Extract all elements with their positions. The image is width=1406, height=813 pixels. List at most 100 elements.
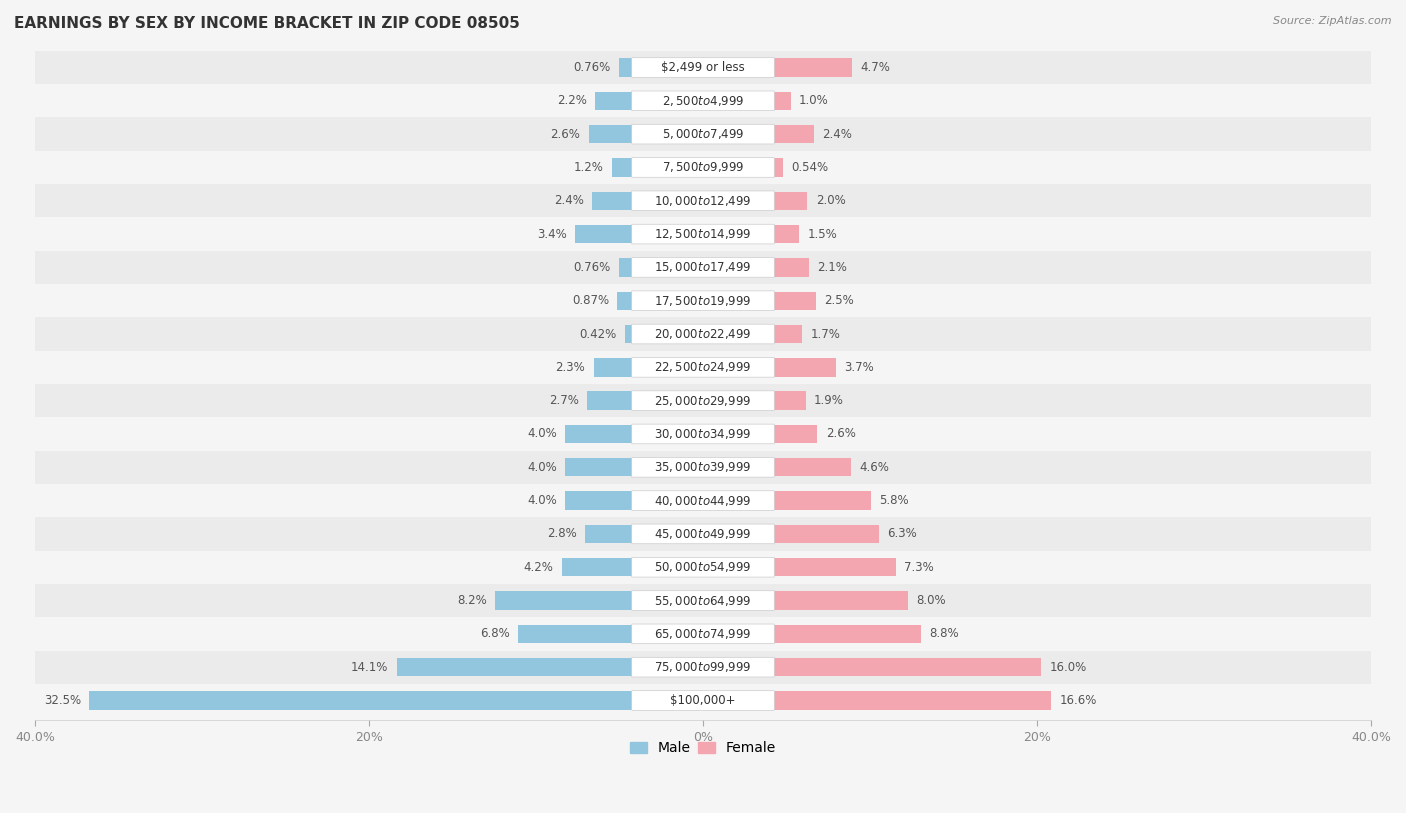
Text: 4.6%: 4.6% xyxy=(859,461,889,474)
Bar xyxy=(617,292,633,310)
Text: 4.0%: 4.0% xyxy=(527,428,557,441)
Text: 14.1%: 14.1% xyxy=(352,661,388,674)
Text: 2.4%: 2.4% xyxy=(823,128,852,141)
Text: $2,499 or less: $2,499 or less xyxy=(661,61,745,74)
Text: 2.1%: 2.1% xyxy=(817,261,848,274)
Text: 2.6%: 2.6% xyxy=(825,428,856,441)
FancyBboxPatch shape xyxy=(631,124,775,144)
Bar xyxy=(595,92,633,110)
Bar xyxy=(562,558,633,576)
FancyBboxPatch shape xyxy=(631,424,775,444)
Text: 0.54%: 0.54% xyxy=(792,161,828,174)
Text: $25,000 to $29,999: $25,000 to $29,999 xyxy=(654,393,752,407)
Bar xyxy=(773,658,1042,676)
Text: $30,000 to $34,999: $30,000 to $34,999 xyxy=(654,427,752,441)
Bar xyxy=(773,458,851,476)
Text: 0.76%: 0.76% xyxy=(574,61,612,74)
Bar xyxy=(773,359,835,376)
Text: 1.9%: 1.9% xyxy=(814,394,844,407)
FancyBboxPatch shape xyxy=(631,491,775,511)
Text: 8.0%: 8.0% xyxy=(915,594,946,607)
FancyBboxPatch shape xyxy=(631,691,775,711)
FancyBboxPatch shape xyxy=(631,91,775,111)
Bar xyxy=(773,392,806,410)
Bar xyxy=(773,624,921,643)
Bar xyxy=(773,159,783,176)
FancyBboxPatch shape xyxy=(631,224,775,244)
Bar xyxy=(396,658,633,676)
Bar xyxy=(773,225,799,243)
Bar xyxy=(35,217,1371,250)
Bar xyxy=(35,650,1371,684)
Bar xyxy=(89,691,633,710)
Bar xyxy=(35,550,1371,584)
Bar xyxy=(35,284,1371,317)
Text: 1.2%: 1.2% xyxy=(574,161,603,174)
Bar xyxy=(626,325,633,343)
Text: 8.8%: 8.8% xyxy=(929,628,959,641)
Text: 6.8%: 6.8% xyxy=(481,628,510,641)
Text: $10,000 to $12,499: $10,000 to $12,499 xyxy=(654,193,752,208)
Bar xyxy=(592,192,633,210)
Text: 1.0%: 1.0% xyxy=(799,94,828,107)
Bar xyxy=(35,584,1371,617)
Bar xyxy=(773,125,814,143)
FancyBboxPatch shape xyxy=(631,358,775,377)
Text: 4.0%: 4.0% xyxy=(527,494,557,507)
Bar xyxy=(35,484,1371,517)
Bar xyxy=(773,558,896,576)
Bar xyxy=(586,392,633,410)
Text: $45,000 to $49,999: $45,000 to $49,999 xyxy=(654,527,752,541)
FancyBboxPatch shape xyxy=(631,324,775,344)
Text: 0.76%: 0.76% xyxy=(574,261,612,274)
FancyBboxPatch shape xyxy=(631,624,775,644)
Bar xyxy=(565,425,633,443)
Bar xyxy=(585,524,633,543)
Bar xyxy=(35,118,1371,150)
Bar xyxy=(35,250,1371,284)
FancyBboxPatch shape xyxy=(631,58,775,77)
Text: 0.42%: 0.42% xyxy=(579,328,617,341)
Bar xyxy=(612,159,633,176)
Text: 5.8%: 5.8% xyxy=(879,494,908,507)
Text: $7,500 to $9,999: $7,500 to $9,999 xyxy=(662,160,744,175)
Text: 2.8%: 2.8% xyxy=(547,528,576,541)
Text: 2.7%: 2.7% xyxy=(548,394,579,407)
FancyBboxPatch shape xyxy=(631,591,775,611)
FancyBboxPatch shape xyxy=(631,558,775,577)
FancyBboxPatch shape xyxy=(631,458,775,477)
Bar xyxy=(773,425,817,443)
Legend: Male, Female: Male, Female xyxy=(624,736,782,761)
Text: 2.4%: 2.4% xyxy=(554,194,583,207)
Text: $100,000+: $100,000+ xyxy=(671,694,735,707)
Bar xyxy=(773,59,852,76)
Bar xyxy=(575,225,633,243)
FancyBboxPatch shape xyxy=(631,158,775,177)
Text: 1.5%: 1.5% xyxy=(807,228,837,241)
Text: 2.0%: 2.0% xyxy=(815,194,845,207)
FancyBboxPatch shape xyxy=(631,291,775,311)
Text: 16.0%: 16.0% xyxy=(1049,661,1087,674)
Bar xyxy=(519,624,633,643)
Bar xyxy=(565,458,633,476)
Text: Source: ZipAtlas.com: Source: ZipAtlas.com xyxy=(1274,16,1392,26)
Text: $2,500 to $4,999: $2,500 to $4,999 xyxy=(662,93,744,108)
Text: $40,000 to $44,999: $40,000 to $44,999 xyxy=(654,493,752,507)
Bar xyxy=(35,684,1371,717)
Text: 3.7%: 3.7% xyxy=(844,361,875,374)
Text: 3.4%: 3.4% xyxy=(537,228,567,241)
Bar xyxy=(773,259,808,276)
Text: 4.7%: 4.7% xyxy=(860,61,891,74)
Text: $50,000 to $54,999: $50,000 to $54,999 xyxy=(654,560,752,574)
Text: $65,000 to $74,999: $65,000 to $74,999 xyxy=(654,627,752,641)
Bar xyxy=(773,325,803,343)
Bar xyxy=(773,591,908,610)
Text: 2.6%: 2.6% xyxy=(550,128,581,141)
Text: $15,000 to $17,499: $15,000 to $17,499 xyxy=(654,260,752,275)
Text: 2.2%: 2.2% xyxy=(557,94,586,107)
Bar xyxy=(495,591,633,610)
Bar xyxy=(35,317,1371,350)
FancyBboxPatch shape xyxy=(631,258,775,277)
Text: 2.3%: 2.3% xyxy=(555,361,585,374)
Text: 0.87%: 0.87% xyxy=(572,294,609,307)
